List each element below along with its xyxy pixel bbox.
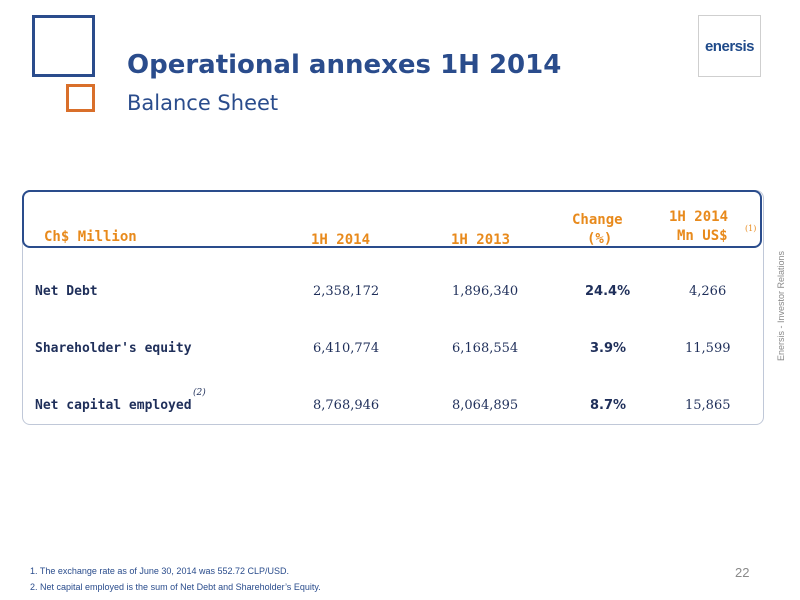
row-equity-usd: 11,599 — [685, 341, 731, 356]
header-usd-line1: 1H 2014 — [669, 209, 729, 225]
row-net-debt-usd: 4,266 — [689, 284, 727, 299]
header-change-line1: Change — [572, 212, 623, 228]
row-net-debt-1h2013: 1,896,340 — [452, 284, 519, 299]
header-change-line2: (%) — [587, 231, 613, 247]
balance-sheet-table: Ch$ Million 1H 2014 1H 2013 Change (%) 1… — [22, 190, 764, 425]
row-label-shareholders-equity: Shareholder's equity — [35, 341, 192, 356]
row-capital-1h2013: 8,064,895 — [452, 398, 519, 413]
row-label-net-debt: Net Debt — [35, 284, 98, 299]
row-net-debt-1h2014: 2,358,172 — [313, 284, 380, 299]
footnote-2: 2. Net capital employed is the sum of Ne… — [30, 582, 321, 592]
header-label: Ch$ Million — [44, 229, 137, 245]
row-equity-1h2014: 6,410,774 — [313, 341, 380, 356]
footnote-1: 1. The exchange rate as of June 30, 2014… — [30, 566, 290, 576]
row-capital-sup: (2) — [193, 388, 206, 398]
row-equity-1h2013: 6,168,554 — [452, 341, 519, 356]
page-subtitle: Balance Sheet — [127, 91, 279, 115]
row-capital-change: 8.7% — [590, 398, 627, 413]
row-equity-change: 3.9% — [590, 341, 627, 356]
decor-square-large — [32, 15, 95, 77]
logo-text: enersis — [704, 37, 755, 55]
header-usd-sup: (1) — [745, 224, 757, 233]
decor-square-small — [66, 84, 95, 112]
header-usd-line2: Mn US$ — [677, 228, 728, 244]
table-header — [22, 190, 762, 248]
page-title: Operational annexes 1H 2014 — [127, 50, 562, 80]
row-label-net-capital-employed: Net capital employed — [35, 398, 192, 413]
header-1h2013: 1H 2013 — [451, 232, 511, 248]
row-capital-1h2014: 8,768,946 — [313, 398, 380, 413]
logo: enersis — [698, 15, 761, 77]
row-capital-usd: 15,865 — [685, 398, 731, 413]
page-number: 22 — [735, 565, 750, 580]
header-1h2014: 1H 2014 — [311, 232, 371, 248]
row-net-debt-change: 24.4% — [585, 284, 631, 299]
side-label: Enersis - Investor Relations — [776, 250, 786, 362]
